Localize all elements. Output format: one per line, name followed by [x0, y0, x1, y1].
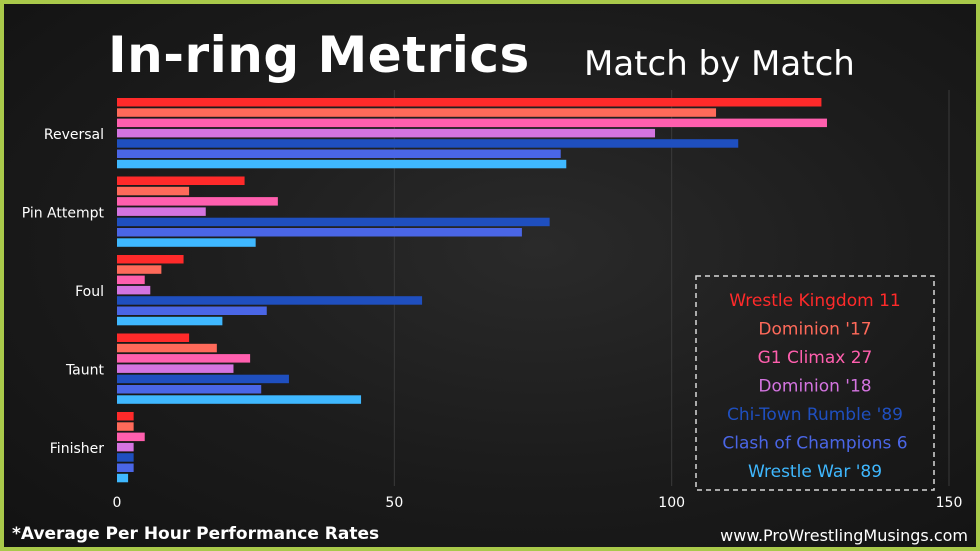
bar-taunt-1	[117, 343, 217, 353]
bar-finisher-2	[117, 432, 145, 442]
x-tick-label-100: 100	[658, 495, 685, 511]
website-url: www.ProWrestlingMusings.com	[720, 526, 968, 545]
bar-pin-attempt-4	[117, 217, 550, 227]
bar-reversal-1	[117, 108, 717, 117]
bar-finisher-3	[117, 442, 134, 452]
bar-foul-3	[117, 285, 151, 295]
bar-foul-5	[117, 306, 267, 315]
bar-finisher-0	[117, 412, 134, 421]
bar-pin-attempt-0	[117, 176, 245, 185]
legend-entry-1: Dominion '17	[758, 320, 871, 340]
bar-reversal-5	[117, 149, 561, 158]
legend-entry-2: G1 Climax 27	[758, 348, 873, 368]
bar-pin-attempt-3	[117, 207, 206, 216]
bar-pin-attempt-1	[117, 186, 190, 196]
chart-frame: In-ring Metrics Match by Match 0 50 100 150…	[4, 4, 976, 547]
bar-pin-attempt-6	[117, 238, 256, 247]
bar-foul-6	[117, 316, 223, 326]
chart-title: In-ring Metrics	[108, 26, 530, 84]
category-label-taunt: Taunt	[65, 363, 105, 379]
bar-chart: 0 50 100 150 Reversal Pin Attempt Foul Taunt Fin…	[22, 90, 963, 511]
category-label-pin-attempt: Pin Attempt	[22, 206, 105, 222]
bar-reversal-0	[117, 98, 822, 107]
bar-taunt-4	[117, 374, 289, 384]
footnote: *Average Per Hour Performance Rates	[12, 524, 380, 544]
category-label-reversal: Reversal	[44, 127, 104, 143]
category-label-foul: Foul	[75, 284, 104, 300]
legend-box	[695, 275, 935, 491]
legend-entry-4: Chi-Town Rumble '89	[727, 405, 903, 425]
x-tick-label-150: 150	[936, 495, 963, 511]
bar-foul-1	[117, 265, 162, 274]
bar-reversal-6	[117, 159, 567, 169]
bar-taunt-2	[117, 354, 251, 363]
bar-finisher-6	[117, 473, 129, 483]
bar-foul-4	[117, 296, 423, 305]
bar-taunt-0	[117, 333, 190, 342]
x-tick-label-50: 50	[385, 495, 403, 511]
bar-finisher-5	[117, 463, 134, 472]
chart-subtitle: Match by Match	[584, 44, 855, 84]
bar-finisher-1	[117, 422, 134, 431]
x-tick-label-0: 0	[113, 495, 122, 511]
legend-entry-3: Dominion '18	[758, 377, 871, 397]
legend-entry-6: Wrestle War '89	[748, 462, 882, 482]
bar-reversal-3	[117, 128, 656, 138]
bar-pin-attempt-5	[117, 228, 522, 237]
bar-pin-attempt-2	[117, 197, 278, 206]
legend-entry-0: Wrestle Kingdom 11	[729, 291, 900, 311]
category-label-finisher: Finisher	[50, 441, 104, 457]
bar-reversal-4	[117, 139, 739, 148]
bar-taunt-5	[117, 385, 262, 394]
bar-finisher-4	[117, 453, 134, 462]
bar-taunt-3	[117, 364, 234, 373]
legend-entry-5: Clash of Champions 6	[722, 434, 907, 454]
bar-taunt-6	[117, 395, 362, 404]
bar-foul-2	[117, 275, 145, 285]
bar-foul-0	[117, 255, 184, 264]
bar-reversal-2	[117, 118, 827, 128]
